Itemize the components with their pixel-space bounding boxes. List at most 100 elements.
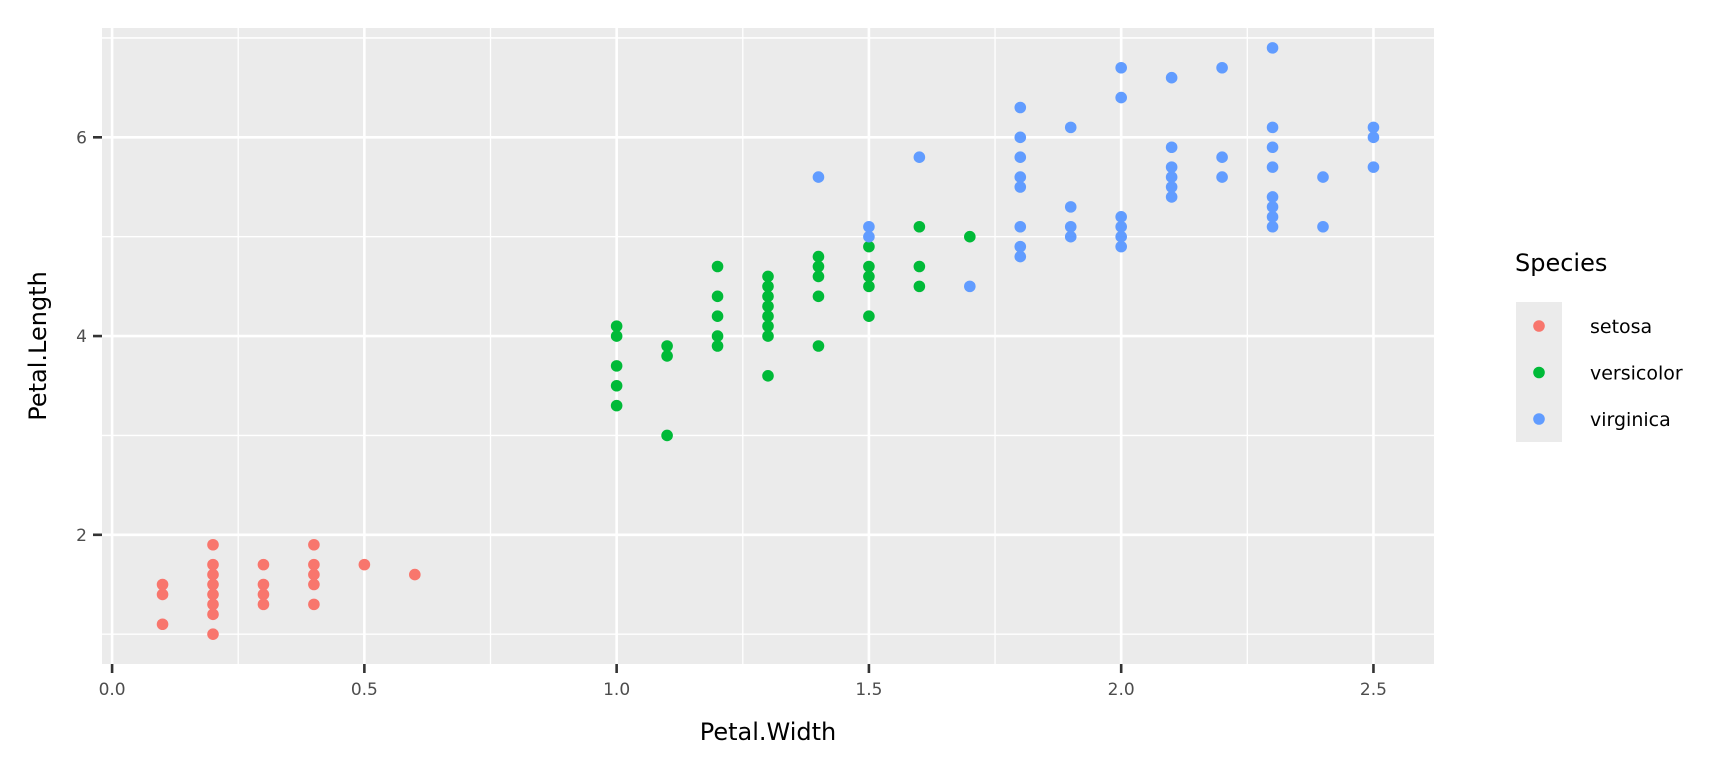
point-virginica — [1266, 161, 1279, 173]
point-versicolor — [762, 270, 774, 283]
x-tick-label: 1.5 — [855, 680, 882, 700]
point-virginica — [1165, 181, 1178, 193]
point-virginica — [1064, 230, 1077, 243]
legend-key-versicolor — [1533, 366, 1545, 379]
point-virginica — [1115, 240, 1127, 253]
point-virginica — [1367, 121, 1380, 134]
point-virginica — [1064, 201, 1077, 213]
point-versicolor — [610, 330, 623, 342]
point-setosa — [308, 568, 320, 581]
point-virginica — [1317, 171, 1329, 183]
point-versicolor — [863, 240, 875, 253]
point-virginica — [1014, 181, 1027, 193]
point-setosa — [308, 538, 320, 551]
point-virginica — [1216, 151, 1228, 163]
legend-label-versicolor: versicolor — [1590, 363, 1683, 385]
x-tick-label: 0.0 — [99, 680, 126, 700]
data-points — [156, 42, 1380, 640]
point-versicolor — [863, 260, 875, 273]
legend-key-setosa — [1533, 320, 1545, 332]
point-versicolor — [711, 310, 724, 322]
point-virginica — [1266, 191, 1279, 203]
point-virginica — [1165, 141, 1178, 154]
point-versicolor — [812, 260, 825, 273]
x-tick-label: 2.5 — [1360, 680, 1387, 700]
point-virginica — [1115, 211, 1127, 223]
point-setosa — [358, 558, 371, 571]
point-virginica — [913, 151, 926, 163]
point-virginica — [1216, 171, 1228, 183]
point-setosa — [257, 558, 270, 571]
point-virginica — [1014, 101, 1027, 114]
point-virginica — [1165, 171, 1178, 183]
point-versicolor — [762, 310, 774, 322]
point-versicolor — [812, 290, 825, 303]
point-versicolor — [762, 290, 774, 303]
point-virginica — [1165, 191, 1178, 203]
legend: Species setosa versicolor virginica — [1515, 249, 1683, 442]
point-virginica — [1165, 161, 1178, 173]
y-axis-title: Petal.Length — [24, 271, 52, 421]
point-versicolor — [913, 280, 926, 293]
point-setosa — [257, 578, 270, 591]
point-versicolor — [610, 360, 623, 372]
point-versicolor — [711, 290, 724, 303]
point-versicolor — [762, 370, 774, 382]
legend-label-virginica: virginica — [1590, 409, 1671, 431]
point-virginica — [863, 220, 875, 233]
point-versicolor — [661, 429, 673, 442]
point-virginica — [1266, 220, 1279, 233]
point-versicolor — [762, 280, 774, 293]
point-virginica — [1014, 250, 1027, 263]
point-virginica — [1216, 61, 1228, 74]
point-versicolor — [762, 300, 774, 313]
point-versicolor — [661, 350, 673, 362]
point-virginica — [1115, 220, 1127, 233]
point-virginica — [1266, 201, 1279, 213]
x-axis: 0.0 0.5 1.0 1.5 2.0 2.5 — [99, 664, 1387, 700]
point-versicolor — [913, 260, 926, 273]
point-setosa — [409, 568, 421, 581]
point-virginica — [1367, 131, 1380, 144]
legend-key-virginica — [1533, 413, 1545, 425]
point-setosa — [308, 598, 320, 611]
point-setosa — [156, 618, 169, 631]
point-setosa — [308, 558, 320, 571]
y-tick-label: 4 — [76, 327, 87, 347]
point-virginica — [1317, 220, 1329, 233]
plot-panel — [102, 28, 1434, 664]
x-tick-label: 1.0 — [603, 680, 630, 700]
point-versicolor — [610, 320, 623, 332]
point-virginica — [1266, 121, 1279, 134]
point-setosa — [207, 558, 219, 571]
point-versicolor — [812, 270, 825, 283]
point-virginica — [1367, 161, 1380, 173]
point-setosa — [207, 588, 219, 601]
x-axis-title: Petal.Width — [700, 718, 837, 746]
point-versicolor — [812, 250, 825, 263]
legend-title: Species — [1515, 249, 1607, 277]
point-virginica — [1014, 131, 1027, 144]
point-versicolor — [812, 340, 825, 352]
x-tick-label: 0.5 — [351, 680, 378, 700]
point-setosa — [207, 538, 219, 551]
point-versicolor — [762, 330, 774, 342]
point-versicolor — [863, 310, 875, 322]
point-virginica — [964, 280, 976, 293]
point-setosa — [207, 608, 219, 621]
point-virginica — [1266, 42, 1279, 54]
point-setosa — [207, 598, 219, 611]
point-versicolor — [610, 399, 623, 412]
point-setosa — [257, 588, 270, 601]
point-virginica — [1115, 91, 1127, 104]
point-versicolor — [661, 340, 673, 352]
point-virginica — [1064, 121, 1077, 134]
point-virginica — [1266, 141, 1279, 154]
point-setosa — [308, 578, 320, 591]
point-setosa — [207, 568, 219, 581]
point-virginica — [812, 171, 825, 183]
x-tick-label: 2.0 — [1108, 680, 1135, 700]
legend-label-setosa: setosa — [1590, 316, 1652, 338]
point-virginica — [1014, 151, 1027, 163]
point-setosa — [257, 598, 270, 611]
